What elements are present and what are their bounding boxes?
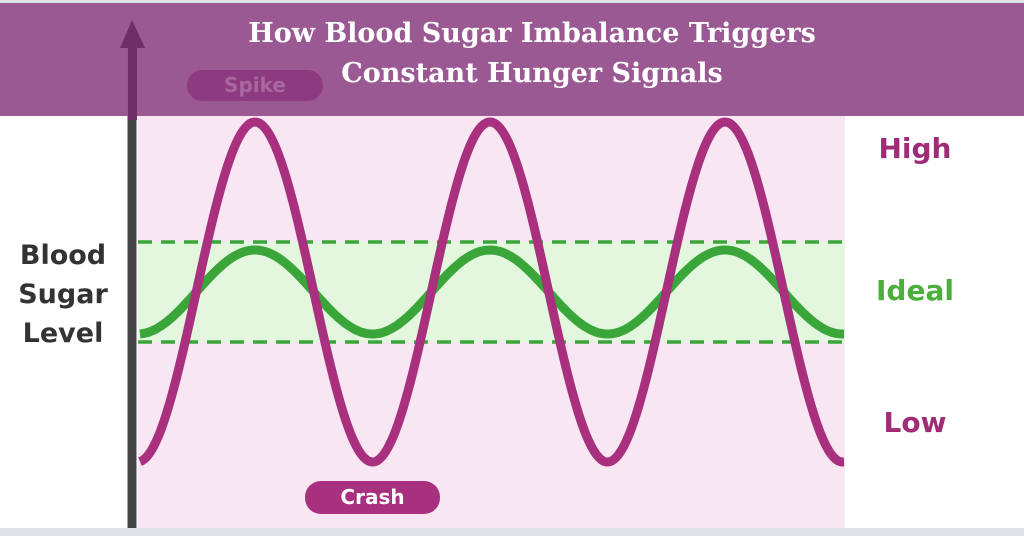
top-strip <box>0 0 1024 3</box>
y-axis-label: Blood Sugar Level <box>0 236 126 353</box>
imbalanced-blood-sugar-curve <box>138 117 845 467</box>
page-title: How Blood Sugar Imbalance Triggers Const… <box>0 14 1024 94</box>
level-low-label: Low <box>883 406 947 439</box>
ideal-blood-sugar-curve <box>139 245 844 339</box>
y-axis-arrow-icon <box>120 20 145 120</box>
ideal-band <box>138 242 845 342</box>
y-axis-label-line-2: Sugar <box>18 279 108 310</box>
level-high-label: High <box>878 132 952 165</box>
crash-label: Crash <box>305 481 440 514</box>
level-ideal-label: Ideal <box>876 274 954 307</box>
spike-label: Spike <box>187 70 323 101</box>
title-line-2: Constant Hunger Signals <box>341 58 723 89</box>
y-axis-label-line-1: Blood <box>19 240 107 271</box>
y-axis-label-line-3: Level <box>22 318 104 349</box>
title-banner <box>0 3 1024 116</box>
title-line-1: How Blood Sugar Imbalance Triggers <box>248 18 816 49</box>
bottom-strip <box>0 528 1024 536</box>
